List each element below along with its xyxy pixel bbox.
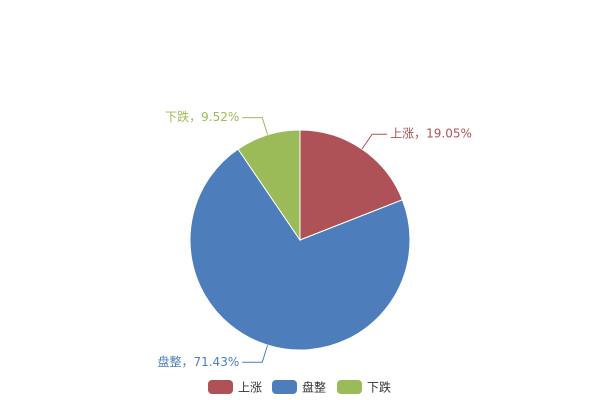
leader-line (242, 117, 269, 136)
legend-swatch (337, 380, 362, 394)
legend-swatch (208, 380, 233, 394)
pie-slice (299, 129, 404, 241)
legend-label: 上涨 (238, 380, 262, 395)
legend-label: 盘整 (302, 380, 326, 395)
legend-swatch (272, 380, 297, 394)
pie-slice (189, 148, 411, 351)
data-label: 盘整，71.43% (157, 354, 239, 369)
pie-slice (237, 129, 301, 242)
leader-line (361, 133, 388, 150)
leader-line (242, 344, 269, 363)
legend-label: 下跌 (367, 380, 391, 395)
data-label: 下跌，9.52% (165, 109, 239, 124)
data-label: 上涨，19.05% (390, 126, 472, 141)
